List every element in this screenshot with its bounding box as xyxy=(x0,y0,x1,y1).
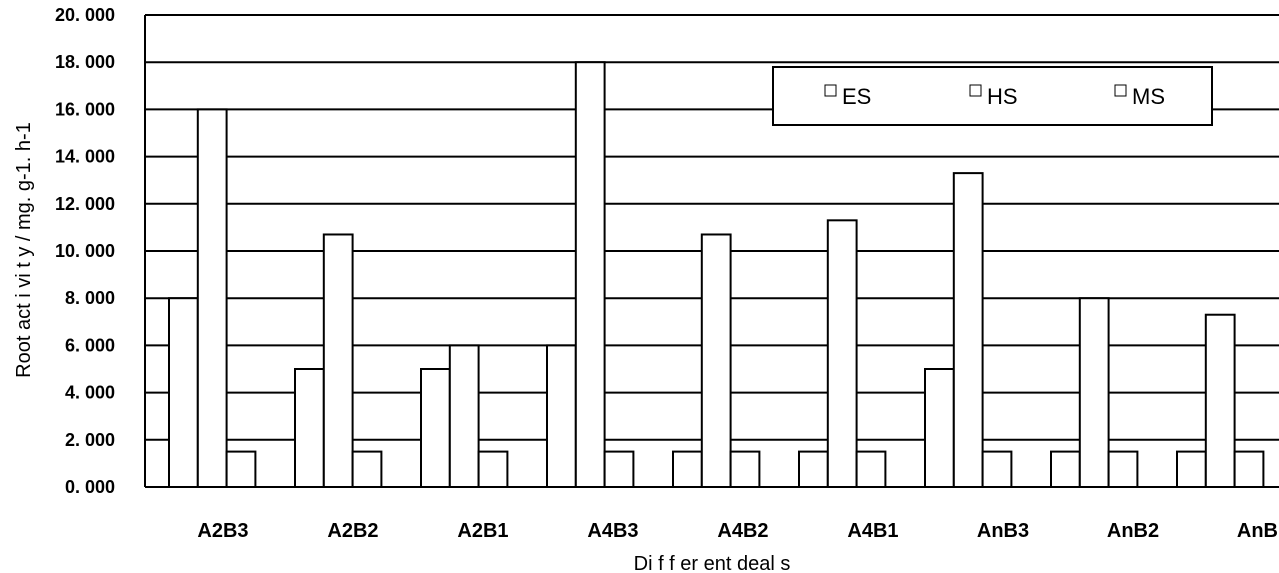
bar xyxy=(729,450,761,489)
x-tick-labels: A2B3 A2B2 A2B1 A4B3 A4B2 A4B1 AnB3 AnB2 AnB1 xyxy=(197,520,1279,542)
x-tick-label: A4B2 xyxy=(717,520,768,542)
bars xyxy=(168,61,1265,489)
legend-label: HS xyxy=(987,84,1018,109)
y-tick-label: 4. 000 xyxy=(65,383,115,403)
bar xyxy=(477,450,509,489)
bar xyxy=(1176,450,1207,489)
legend-label: ES xyxy=(842,84,871,109)
y-tick-label: 14. 000 xyxy=(55,147,115,167)
y-tick-label: 2. 000 xyxy=(65,430,115,450)
bar xyxy=(351,450,383,489)
y-tick-label: 16. 000 xyxy=(55,99,115,119)
y-tick-label: 18. 000 xyxy=(55,52,115,72)
bar xyxy=(1078,297,1110,489)
bar xyxy=(855,450,887,489)
y-tick-label: 12. 000 xyxy=(55,194,115,214)
bar xyxy=(546,344,577,488)
x-tick-label: A4B1 xyxy=(847,520,898,542)
legend-swatch xyxy=(969,84,982,97)
x-tick-label: AnB1 xyxy=(1237,520,1279,542)
bar xyxy=(574,61,606,488)
plot-frame xyxy=(144,14,1279,488)
y-tick-label: 0. 000 xyxy=(65,477,115,497)
y-tick-label: 6. 000 xyxy=(65,335,115,355)
y-tick-labels: 0. 000 2. 000 4. 000 6. 000 8. 000 10. 000 12.… xyxy=(55,5,115,497)
y-tick-label: 20. 000 xyxy=(55,5,115,25)
bar xyxy=(294,368,325,488)
bar xyxy=(1233,450,1265,489)
legend: ES HS MS xyxy=(772,66,1213,126)
bar xyxy=(603,450,635,489)
bar xyxy=(924,368,955,488)
x-axis-title: Di f f er ent deal s xyxy=(634,553,791,573)
legend-label: MS xyxy=(1132,84,1165,109)
x-tick-label: A2B1 xyxy=(457,520,508,542)
y-tick-label: 10. 000 xyxy=(55,241,115,261)
bar xyxy=(1204,313,1236,488)
bar xyxy=(672,450,703,489)
x-tick-label: AnB2 xyxy=(1107,520,1159,542)
x-tick-label: A2B3 xyxy=(197,520,248,542)
bar xyxy=(798,450,829,489)
bar xyxy=(168,297,199,489)
bar xyxy=(981,450,1013,489)
bar xyxy=(826,219,858,488)
bar xyxy=(1107,450,1139,489)
bar xyxy=(225,450,257,489)
bar xyxy=(952,172,984,488)
bar xyxy=(322,233,354,488)
bar xyxy=(448,344,480,488)
x-tick-label: AnB3 xyxy=(977,520,1029,542)
x-tick-label: A2B2 xyxy=(327,520,378,542)
bar xyxy=(700,233,732,488)
y-tick-label: 8. 000 xyxy=(65,288,115,308)
bar xyxy=(196,108,228,489)
x-tick-label: A4B3 xyxy=(587,520,638,542)
legend-swatch xyxy=(824,84,837,97)
legend-box xyxy=(772,66,1213,126)
bar xyxy=(1050,450,1081,489)
bar xyxy=(420,368,451,488)
y-axis-title: Root act i vi t y / mg. g-1. h-1 xyxy=(13,122,35,378)
legend-swatch xyxy=(1114,84,1127,97)
